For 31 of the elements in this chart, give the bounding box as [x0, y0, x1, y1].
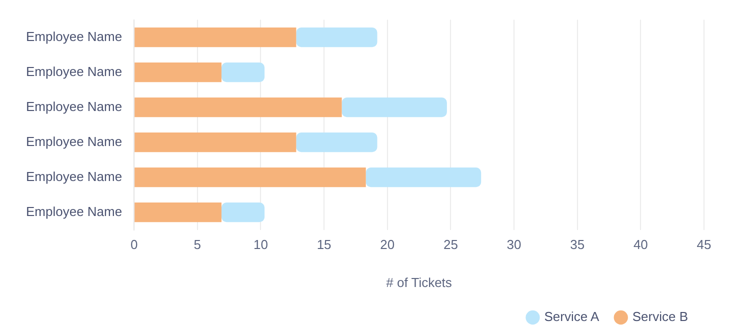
legend-label: Service B [632, 309, 688, 324]
x-tick-label: 0 [130, 237, 138, 252]
x-tick-label: 30 [506, 237, 522, 252]
x-tick-label: 20 [380, 237, 395, 252]
bar [296, 132, 378, 152]
x-tick-label: 35 [570, 237, 585, 252]
y-tick-label: Employee Name [26, 134, 122, 149]
y-tick-label: Employee Name [26, 64, 122, 79]
bar [342, 98, 447, 118]
bar [134, 98, 342, 118]
x-tick-label: 45 [696, 237, 712, 252]
x-tick-label: 40 [633, 237, 648, 252]
bar [134, 28, 296, 48]
y-tick-label: Employee Name [26, 204, 122, 219]
bar [134, 168, 366, 188]
bar [221, 62, 265, 82]
bar [366, 168, 482, 188]
y-tick-label: Employee Name [26, 28, 122, 44]
y-tick-label: Employee Name [26, 168, 122, 184]
bar [134, 202, 222, 222]
x-tick-label: 10 [254, 237, 268, 252]
x-tick-label: 25 [443, 237, 458, 252]
legend-label: Service A [544, 309, 600, 324]
y-tick-label: Employee Name [26, 98, 122, 114]
bar [221, 202, 265, 222]
x-tick-label: 15 [316, 237, 332, 252]
bar [134, 62, 222, 82]
bar [134, 132, 296, 152]
x-axis-title: # of Tickets [386, 274, 452, 290]
x-tick-label: 5 [194, 237, 202, 252]
bar [296, 28, 378, 48]
